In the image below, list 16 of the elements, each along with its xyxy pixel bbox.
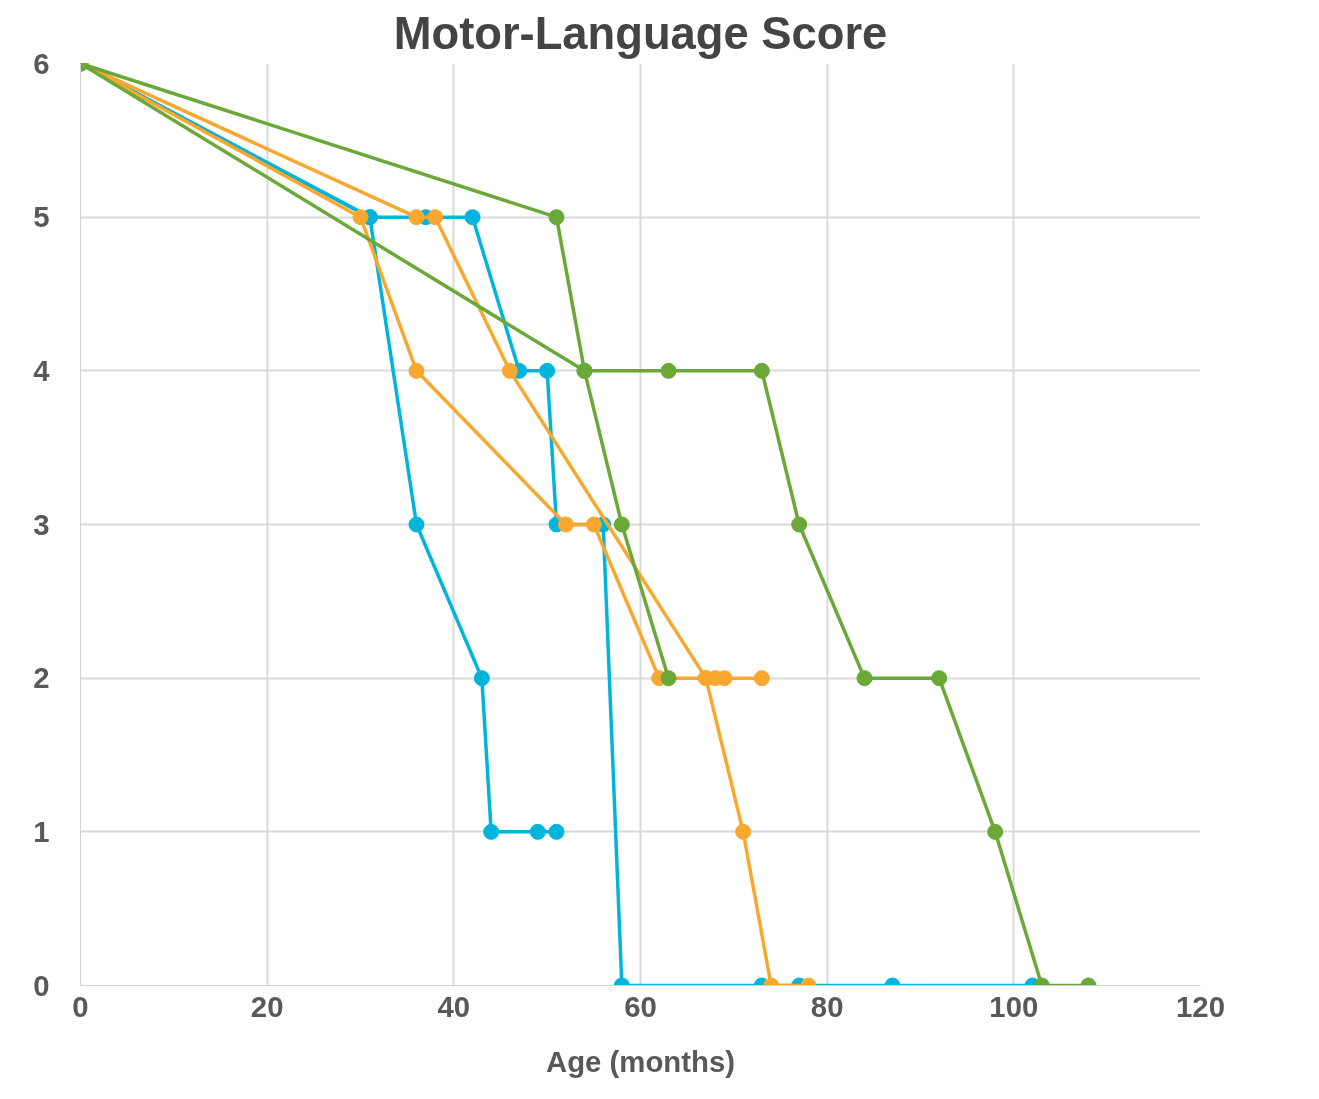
- y-tick-label: 6: [33, 46, 50, 80]
- chart-title: Motor-Language Score: [393, 7, 888, 59]
- x-tick-label: 0: [72, 989, 89, 1023]
- y-tick-label: 3: [33, 507, 50, 541]
- x-axis-title: Age (months): [546, 1044, 736, 1078]
- x-tick-label: 20: [250, 989, 284, 1023]
- y-tick-label: 0: [33, 968, 50, 1002]
- x-tick-label: 100: [989, 989, 1039, 1023]
- x-tick-label: 120: [1176, 989, 1225, 1023]
- x-tick-label: 60: [624, 989, 657, 1023]
- y-tick-label: 5: [33, 200, 50, 234]
- x-tick-label: 40: [437, 989, 471, 1023]
- y-tick-label: 2: [33, 661, 50, 695]
- y-tick-label: 1: [33, 814, 50, 848]
- y-tick-label: 4: [33, 353, 51, 387]
- x-tick-label: 80: [810, 989, 844, 1023]
